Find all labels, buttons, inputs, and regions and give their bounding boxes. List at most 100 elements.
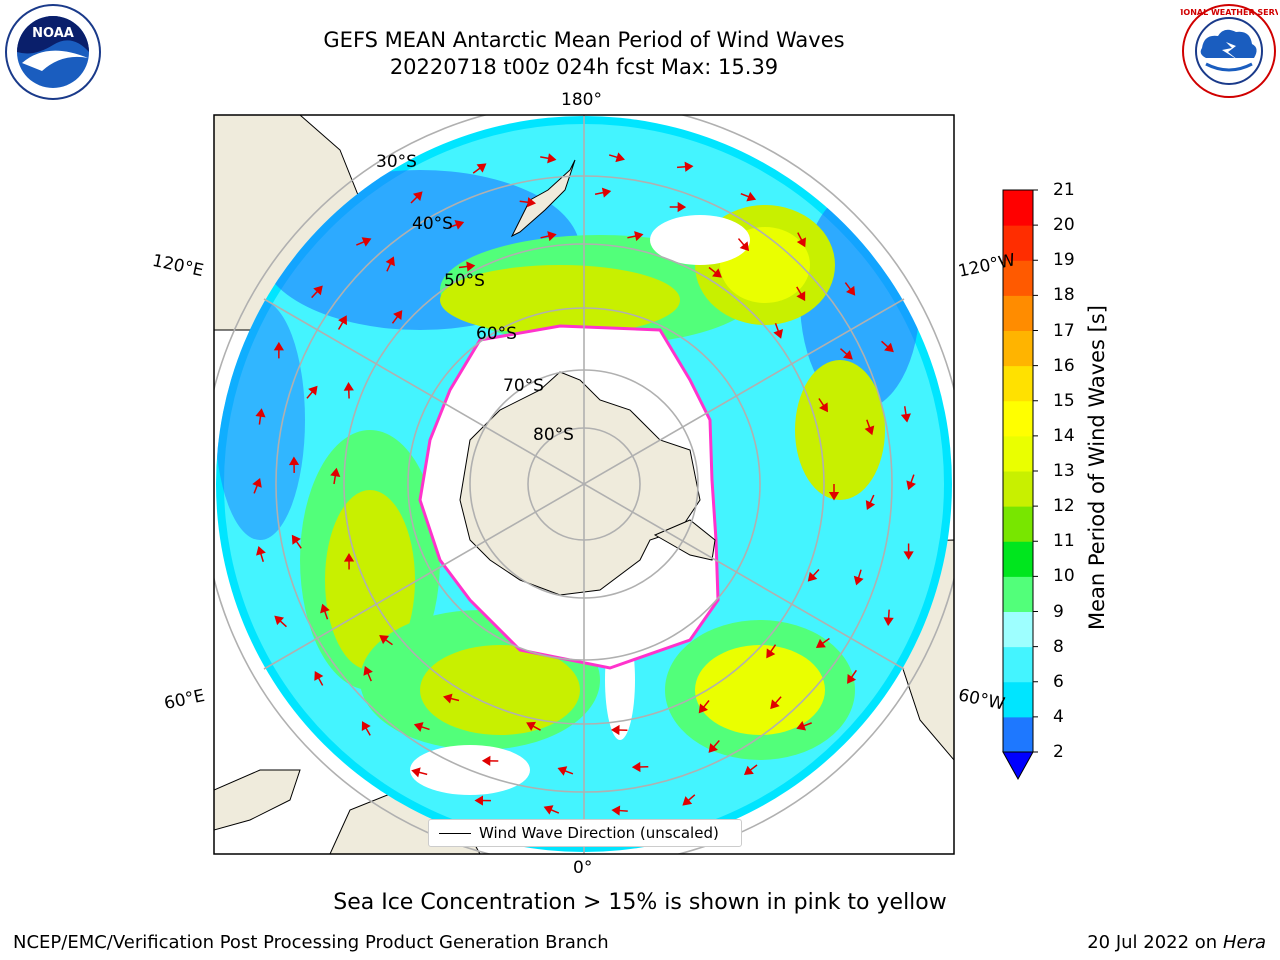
colorbar-tick-label: 2 <box>1053 742 1064 762</box>
colorbar-tick-label: 14 <box>1053 425 1075 446</box>
wave-arrow-head <box>698 703 709 714</box>
colorbar-tick-label: 13 <box>1053 461 1075 481</box>
wave-arrow-head <box>379 635 390 645</box>
date-text: 20 Jul 2022 on <box>1087 932 1223 953</box>
wave-arrow-head <box>864 425 875 436</box>
wave-arrow-head <box>853 575 864 586</box>
antarctica-land <box>459 371 701 596</box>
colorbar-segment <box>1003 295 1033 331</box>
colorbar <box>1002 189 1038 781</box>
wave-arrow-head <box>273 341 284 351</box>
colorbar-tick-label: 9 <box>1053 601 1064 622</box>
colorbar-tick-label: 15 <box>1053 390 1075 411</box>
wave-arrow-head <box>819 402 828 413</box>
colorbar-tick-label: 8 <box>1053 636 1064 657</box>
wave-arrow-head <box>338 315 347 326</box>
wave-arrow-head <box>743 765 754 776</box>
wave-arrow-head <box>274 615 285 626</box>
wave-arrow-head <box>828 491 840 501</box>
wave-arrow-head <box>547 231 557 242</box>
wave-arrow-head <box>601 187 612 198</box>
wave-arrow-head <box>412 191 423 201</box>
wave-arrow-head <box>361 721 371 732</box>
noaa-logo: NOAA <box>5 4 101 100</box>
colorbar-label: Mean Period of Wind Waves [s] <box>1085 305 1109 630</box>
lat-label-60s: 60°S <box>476 324 517 344</box>
wave-arrow-head <box>883 617 894 627</box>
wave-arrow-head <box>846 285 856 296</box>
noaa-logo-text: NOAA <box>32 26 74 41</box>
lon-label-0: 0° <box>573 858 593 878</box>
wave-arrow-head <box>906 480 916 491</box>
wave-arrow-head <box>288 456 300 466</box>
wave-arrow-head <box>526 197 537 208</box>
wave-arrow-head <box>815 638 826 648</box>
wave-arrow-head <box>684 161 694 172</box>
wave-arrow-head <box>393 310 403 320</box>
colorbar-segment <box>1003 681 1033 718</box>
wave-arrow-head <box>807 571 818 582</box>
wave-arrow-head <box>256 545 266 556</box>
wave-arrow-head <box>682 796 693 806</box>
wave-arrow-head <box>385 256 395 267</box>
date-stamp: 20 Jul 2022 on Hera <box>1087 932 1266 953</box>
colorbar-segment <box>1003 435 1033 472</box>
wave-arrow-head <box>843 350 853 360</box>
wave-arrow-head <box>884 342 894 353</box>
chart-subtitle: 20220718 t00z 024h fcst Max: 15.39 <box>389 55 779 79</box>
wave-arrow-head <box>252 478 262 488</box>
wave-arrow-head <box>411 767 421 778</box>
colorbar-tick-label: 6 <box>1053 671 1064 692</box>
wave-arrow-head <box>766 648 776 659</box>
colorbar-segment <box>1003 541 1033 577</box>
colorbar-segment <box>1003 260 1033 296</box>
colorbar-segment <box>1003 611 1033 648</box>
wave-arrow-head <box>610 724 620 736</box>
chart-title: GEFS MEAN Antarctic Mean Period of Wind … <box>323 28 845 52</box>
colorbar-tick-label: 20 <box>1053 215 1075 236</box>
wave-arrow-head <box>313 285 323 296</box>
wave-arrow-head <box>900 413 911 423</box>
wave-arrow-head <box>543 805 554 815</box>
colorbar-segment <box>1003 506 1033 542</box>
wave-arrow-head <box>634 231 644 242</box>
wave-arrow-head <box>796 237 806 248</box>
lat-label-80s: 80°S <box>533 425 574 445</box>
wave-arrow-head <box>330 467 341 477</box>
lat-label-40s: 40°S <box>412 214 453 234</box>
wave-arrow-head <box>481 755 491 766</box>
wave-arrow-head <box>314 670 324 681</box>
colorbar-segment <box>1003 330 1033 367</box>
lon-label-180: 180° <box>561 90 602 110</box>
africa-land <box>214 769 301 831</box>
wave-arrow-head <box>466 261 476 272</box>
legend-label: Wind Wave Direction (unscaled) <box>479 824 719 842</box>
wave-arrow-head <box>847 674 857 684</box>
wave-arrow-head <box>746 191 757 202</box>
wave-arrow-head <box>343 553 355 562</box>
wave-arrow-head <box>796 720 807 731</box>
legend-line-sample <box>439 832 471 834</box>
wave-arrow-head <box>903 551 914 560</box>
colorbar-tick-label: 17 <box>1053 320 1075 341</box>
credit-line: NCEP/EMC/Verification Post Processing Pr… <box>13 932 609 953</box>
colorbar-segment <box>1003 646 1033 683</box>
wave-direction-arrows <box>252 152 916 816</box>
wave-arrow-head <box>611 805 621 816</box>
wave-arrow-head <box>712 268 722 278</box>
wave-arrow-head <box>361 237 372 247</box>
wave-arrow-head <box>557 766 568 776</box>
wave-arrow-head <box>291 534 301 545</box>
wave-arrow-head <box>770 699 780 710</box>
wave-arrow-head <box>773 329 784 339</box>
colorbar-segment <box>1003 400 1033 437</box>
wave-arrow-head <box>320 603 330 614</box>
wave-arrow-head <box>413 722 424 732</box>
wave-arrow-head <box>708 743 718 753</box>
colorbar-tick-label: 12 <box>1053 496 1075 517</box>
colorbar-extend-arrow <box>1002 751 1034 781</box>
wave-arrow-head <box>865 500 876 511</box>
colorbar-segment <box>1003 576 1033 612</box>
colorbar-tick-label: 21 <box>1053 180 1075 200</box>
lat-label-30s: 30°S <box>376 152 417 172</box>
